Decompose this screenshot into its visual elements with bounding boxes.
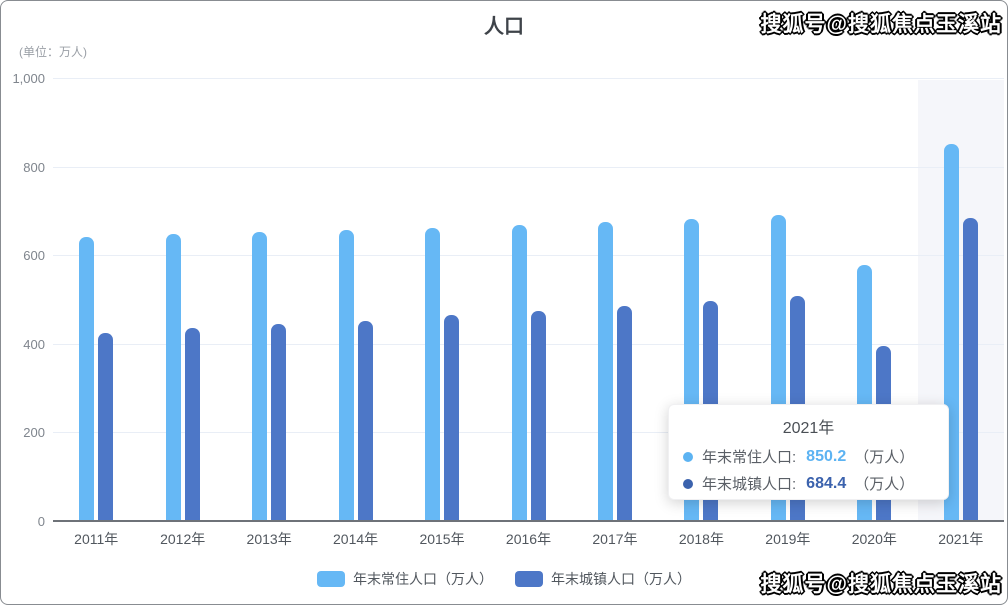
gridline	[53, 343, 1004, 345]
bar-permanent-2012年[interactable]	[165, 234, 181, 521]
gridline	[53, 432, 1004, 434]
bar-urban-2012年[interactable]	[184, 328, 200, 521]
gridline	[53, 255, 1004, 257]
tooltip-label: 年末常住人口:	[702, 449, 797, 466]
x-axis-tick-label: 2012年	[160, 531, 206, 547]
bar-urban-2015年[interactable]	[444, 315, 460, 521]
bar-permanent-2014年[interactable]	[338, 230, 354, 521]
y-axis-tick-label: 0	[37, 514, 45, 529]
tooltip-suffix: （万人）	[854, 449, 915, 466]
tooltip-title: 2021年	[782, 420, 835, 437]
watermark-bottom: 搜狐号@搜狐焦点玉溪站	[760, 573, 1002, 596]
bar-permanent-2015年[interactable]	[425, 228, 441, 521]
legend-swatch-urban-icon	[515, 571, 543, 587]
x-axis-tick-label: 2019年	[765, 531, 811, 547]
bar-permanent-2013年[interactable]	[252, 232, 268, 521]
series-permanent-dot-icon	[683, 451, 693, 462]
legend-item-urban[interactable]: 年末城镇人口（万人）	[515, 569, 691, 589]
y-axis-tick-label: 1,000	[12, 71, 45, 86]
y-axis-tick-label: 800	[23, 159, 45, 175]
legend-label: 年末城镇人口（万人）	[551, 571, 691, 587]
gridline	[53, 78, 1004, 79]
series-urban-dot-icon	[683, 478, 693, 489]
y-axis-tick-label: 200	[23, 425, 45, 441]
legend: 年末常住人口（万人） 年末城镇人口（万人）	[1, 569, 1007, 589]
tooltip-label: 年末城镇人口:	[702, 476, 797, 493]
x-axis-tick-label: 2016年	[505, 531, 552, 547]
x-axis-tick-label: 2011年	[74, 531, 119, 547]
tooltip-value: 684.4	[806, 474, 847, 492]
bar-urban-2011年[interactable]	[98, 333, 114, 521]
x-axis-tick-label: 2013年	[246, 531, 292, 547]
bar-permanent-2016年[interactable]	[511, 225, 527, 521]
watermark-top: 搜狐号@搜狐焦点玉溪站	[760, 13, 1002, 36]
bar-urban-2017年[interactable]	[616, 306, 632, 521]
bar-urban-2016年[interactable]	[530, 311, 546, 521]
page-title: 人口	[484, 16, 524, 38]
x-axis-tick-label: 2018年	[678, 531, 724, 547]
x-axis-tick-label: 2014年	[333, 531, 379, 547]
unit-label: (单位：万人)	[19, 45, 87, 59]
bar-urban-2021年[interactable]	[962, 218, 978, 521]
bar-permanent-2017年[interactable]	[597, 222, 613, 521]
x-axis-line	[53, 520, 1004, 522]
x-axis-tick-label: 2017年	[592, 531, 638, 547]
legend-label: 年末常住人口（万人）	[353, 571, 493, 587]
bar-permanent-2011年[interactable]	[79, 237, 95, 521]
tooltip-suffix: （万人）	[854, 476, 915, 493]
y-axis-tick-label: 400	[23, 336, 45, 352]
y-axis-tick-label: 600	[23, 248, 45, 264]
tooltip: 2021年 年末常住人口: 850.2 （万人） 年末城镇人口: 684.4 （…	[668, 404, 949, 500]
x-axis-tick-label: 2021年	[938, 531, 984, 547]
gridline	[53, 166, 1004, 168]
legend-swatch-permanent-icon	[317, 571, 345, 587]
x-axis-tick-label: 2020年	[851, 531, 897, 547]
tooltip-row-urban: 年末城镇人口: 684.4 （万人）	[683, 470, 934, 497]
bar-urban-2014年[interactable]	[357, 321, 373, 521]
tooltip-row-permanent: 年末常住人口: 850.2 （万人）	[683, 443, 934, 470]
tooltip-value: 850.2	[806, 447, 847, 465]
bar-urban-2013年[interactable]	[271, 324, 287, 521]
x-axis-tick-label: 2015年	[419, 531, 465, 547]
legend-item-permanent[interactable]: 年末常住人口（万人）	[317, 569, 493, 589]
